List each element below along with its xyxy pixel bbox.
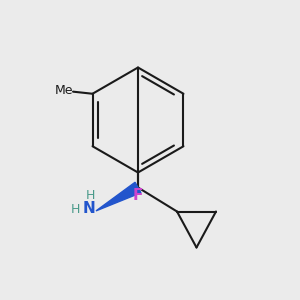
Text: N: N [82,201,95,216]
Text: Me: Me [55,84,73,97]
Polygon shape [96,182,141,211]
Text: F: F [133,188,143,202]
Text: H: H [85,189,95,203]
Text: H: H [70,202,80,216]
